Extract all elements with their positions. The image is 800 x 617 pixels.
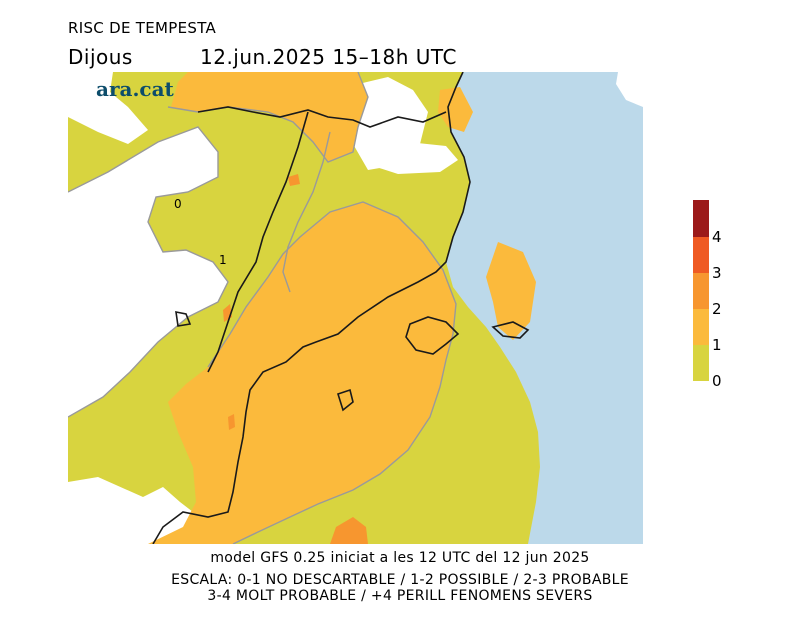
- risk-area-2-3-spot: [288, 174, 300, 186]
- risk-area-1-2-east: [486, 242, 536, 340]
- scale-segment-3-4: [693, 237, 709, 273]
- scale-label-3: 3: [712, 264, 722, 282]
- island-outline: [175, 310, 192, 327]
- risk-area-2-3-spot: [228, 414, 235, 430]
- island-outline: [405, 316, 460, 355]
- color-scale-bar: [693, 200, 709, 381]
- island-outline: [337, 388, 354, 412]
- scale-label-4: 4: [712, 228, 722, 246]
- scale-segment-0-1: [693, 345, 709, 381]
- admin-border: [282, 131, 331, 293]
- risk-area-1-2-northcoast: [438, 87, 473, 132]
- scale-label-1: 1: [712, 336, 722, 354]
- white-area-bay: [368, 142, 458, 174]
- map-datetime: 12.jun.2025 15–18h UTC: [200, 45, 457, 69]
- risk-area-1-2-south: [148, 202, 456, 544]
- coastline: [152, 72, 471, 544]
- map-title: RISC DE TEMPESTA: [68, 19, 217, 37]
- scale-segment-2-3: [693, 273, 709, 309]
- scale-segment-4-plus: [693, 200, 709, 237]
- island-outline: [491, 321, 530, 339]
- logo: ara.cat: [96, 77, 174, 101]
- scale-segment-1-2: [693, 309, 709, 345]
- country-border: [197, 106, 447, 128]
- footer-scale-legend-2: 3-4 MOLT PROBABLE / +4 PERILL FENOMENS S…: [207, 588, 593, 604]
- white-area-lake: [376, 96, 388, 107]
- white-area-southwest: [68, 477, 193, 544]
- scale-label-0: 0: [712, 372, 722, 390]
- footer-model-info: model GFS 0.25 iniciat a les 12 UTC del …: [210, 550, 590, 566]
- white-area-northwest: [68, 72, 148, 144]
- footer-scale-legend-1: ESCALA: 0-1 NO DESCARTABLE / 1-2 POSSIBL…: [171, 572, 629, 588]
- contour-line-1: [207, 201, 457, 544]
- risk-area-2-3-south: [330, 517, 368, 544]
- contour-label-0: 0: [174, 197, 182, 211]
- map-day: Dijous: [68, 45, 133, 69]
- storm-risk-map: 0 1: [68, 72, 643, 544]
- white-area-west: [68, 127, 228, 417]
- sea-area: [446, 72, 643, 544]
- contour-label-1: 1: [219, 253, 227, 267]
- scale-label-2: 2: [712, 300, 722, 318]
- region-border: [207, 111, 309, 373]
- contour-line-0: [68, 126, 229, 418]
- white-area-northeast: [616, 72, 643, 107]
- risk-area-1-2-north: [171, 72, 368, 162]
